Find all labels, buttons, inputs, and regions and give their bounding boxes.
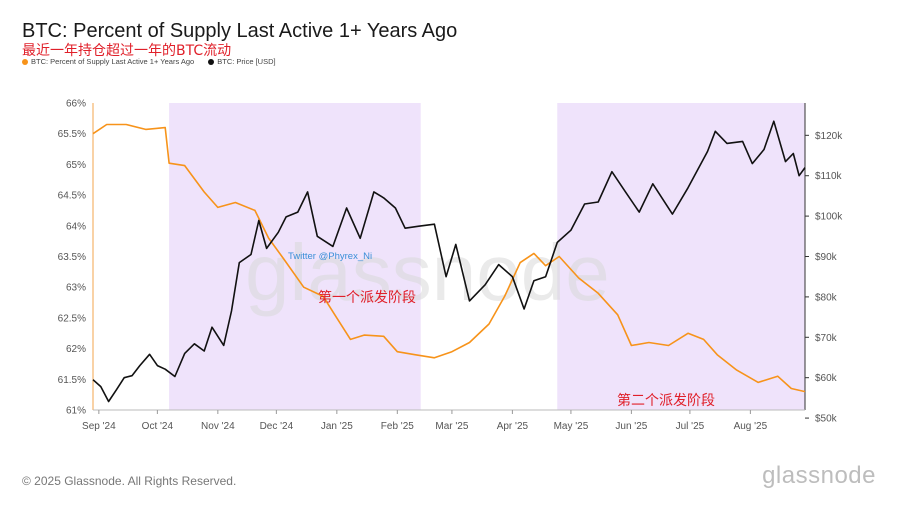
y-right-tick-label: $120k	[815, 131, 843, 142]
y-left-tick-label: 61.5%	[58, 375, 86, 386]
legend-swatch-supply	[22, 58, 28, 65]
y-right-tick-label: $70k	[815, 333, 838, 344]
x-tick-label: May '25	[554, 421, 589, 432]
legend-item-price[interactable]: BTC: Price [USD]	[208, 57, 276, 66]
y-right-tick-label: $50k	[815, 414, 838, 425]
y-left-tick-label: 63%	[66, 283, 86, 294]
y-left-tick-label: 64.5%	[58, 191, 86, 202]
chart-subtitle: 最近一年持仓超过一年的BTC流动	[22, 43, 232, 59]
chart-title: BTC: Percent of Supply Last Active 1+ Ye…	[22, 20, 458, 42]
x-tick-label: Jun '25	[615, 421, 647, 432]
supply-series-line	[92, 123, 806, 393]
x-tick-label: Dec '24	[260, 421, 294, 432]
annotation-first-phase: 第一个派发阶段	[318, 289, 416, 306]
y-left-tick-label: 65%	[66, 160, 86, 171]
shaded-period-2	[557, 103, 805, 410]
copyright: © 2025 Glassnode. All Rights Reserved.	[22, 474, 237, 488]
y-right-tick-label: $80k	[815, 292, 838, 303]
y-left-tick-label: 61%	[66, 406, 86, 417]
y-right-tick-label: $60k	[815, 373, 838, 384]
x-tick-label: Aug '25	[734, 421, 768, 432]
legend-swatch-price	[208, 58, 215, 65]
x-tick-label: Apr '25	[497, 421, 529, 432]
axes: 66% 65.5% 65% 64.5% 64% 63.5% 63% 62.5% 62% 61.5%…	[58, 99, 844, 433]
y-left-tick-label: 62%	[66, 344, 86, 355]
legend: BTC: Percent of Supply Last Active 1+ Ye…	[22, 57, 276, 66]
legend-label-price: BTC: Price [USD]	[217, 57, 276, 66]
watermark: glassnode	[245, 228, 610, 317]
x-tick-label: Feb '25	[381, 421, 414, 432]
shaded-period-1	[169, 103, 421, 410]
x-tick-label: Oct '24	[142, 421, 174, 432]
x-tick-label: Nov '24	[201, 421, 235, 432]
x-tick-label: Sep '24	[82, 421, 116, 432]
annotation-second-phase: 第二个派发阶段	[617, 392, 715, 409]
y-right-tick-label: $110k	[815, 171, 843, 182]
series-lines	[92, 120, 806, 403]
y-left-tick-label: 62.5%	[58, 313, 86, 324]
x-tick-label: Jan '25	[321, 421, 353, 432]
x-tick-label: Jul '25	[676, 421, 705, 432]
y-left-tick-label: 64%	[66, 221, 86, 232]
brand-logo: glassnode	[762, 462, 876, 489]
price-series-line	[92, 120, 806, 403]
y-left-tick-label: 66%	[66, 99, 86, 110]
y-right-tick-label: $90k	[815, 252, 838, 263]
y-right-tick-label: $100k	[815, 212, 843, 223]
legend-item-supply[interactable]: BTC: Percent of Supply Last Active 1+ Ye…	[22, 57, 194, 66]
x-tick-label: Mar '25	[435, 421, 468, 432]
shaded-periods	[169, 103, 805, 410]
y-left-tick-label: 63.5%	[58, 252, 86, 263]
y-left-tick-label: 65.5%	[58, 129, 86, 140]
twitter-credit: Twitter @Phyrex_Ni	[288, 251, 372, 262]
legend-label-supply: BTC: Percent of Supply Last Active 1+ Ye…	[31, 57, 195, 66]
